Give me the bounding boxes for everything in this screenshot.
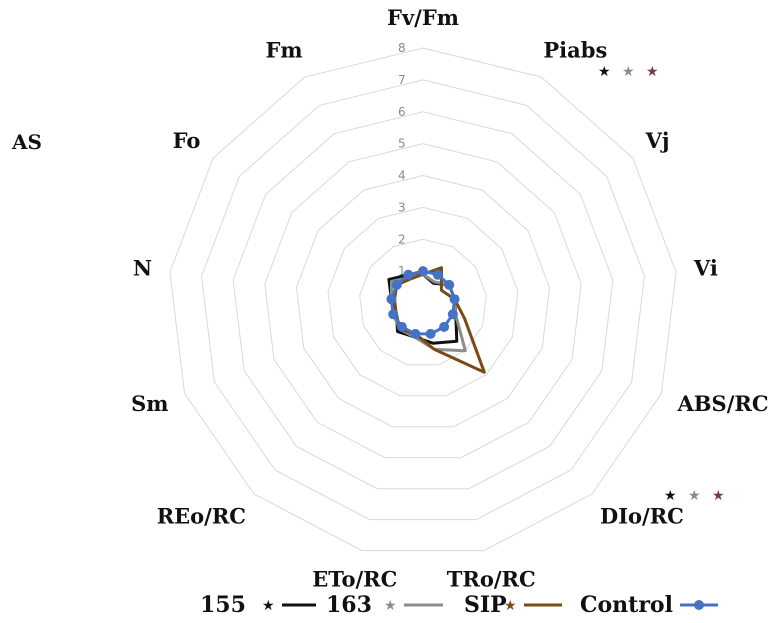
axis-label: Vi: [693, 256, 718, 281]
grid-ring-3: [327, 206, 519, 397]
tick-label: 4: [398, 169, 406, 183]
significance-star: ★: [664, 488, 677, 504]
significance-star: ★: [646, 64, 659, 80]
grid-ring-7: [200, 79, 646, 521]
axis-label: ETo/RC: [312, 567, 397, 592]
significance-markers: ★ ★ ★ ★ ★ ★: [598, 64, 725, 504]
axis-label: N: [133, 256, 152, 281]
control-point: [425, 328, 436, 339]
axis-label: Sm: [131, 391, 168, 416]
significance-star: ★: [598, 64, 611, 80]
legend-label-163: 163: [326, 592, 372, 618]
control-point: [388, 309, 399, 320]
control-point: [386, 294, 397, 305]
legend-label-control: Control: [580, 592, 673, 618]
tick-label: 7: [398, 73, 406, 87]
control-point: [447, 309, 458, 320]
control-point: [391, 279, 402, 290]
grid-ring-8: [169, 47, 677, 552]
legend-star-sip: ★: [504, 598, 517, 614]
legend-star-163: ★: [384, 598, 397, 614]
panel-label: AS: [11, 130, 42, 154]
legend-marker-control: [694, 600, 704, 610]
control-point: [403, 269, 414, 280]
tick-labels: 1 2 3 4 5 6 7 8: [398, 41, 406, 278]
axis-label: Piabs: [543, 38, 607, 63]
significance-star: ★: [712, 488, 725, 504]
axis-label: TRo/RC: [447, 567, 536, 592]
axis-label: Fo: [173, 128, 201, 153]
significance-star: ★: [622, 64, 635, 80]
grid-layer: [169, 47, 677, 552]
legend-star-155: ★: [262, 598, 275, 614]
tick-label: 6: [398, 105, 406, 119]
legend-label-sip: SIP: [464, 592, 507, 618]
control-point: [410, 328, 421, 339]
axis-label: ABS/RC: [677, 391, 769, 416]
control-point: [418, 266, 428, 277]
legend: 155 ★ 163 ★ SIP★ Control: [200, 592, 718, 618]
significance-star: ★: [688, 488, 701, 504]
control-point: [396, 321, 407, 332]
grid-ring-5: [264, 143, 582, 459]
axis-label: Fv/Fm: [387, 5, 459, 30]
axis-label: Fm: [265, 38, 302, 63]
grid-ring-2: [359, 238, 487, 366]
control-point: [439, 321, 450, 332]
axis-label: DIo/RC: [600, 503, 684, 528]
tick-label: 2: [398, 232, 406, 246]
control-point: [449, 294, 460, 305]
tick-label: 3: [398, 200, 406, 214]
tick-label: 5: [398, 137, 406, 151]
grid-ring-4: [295, 174, 551, 428]
series-layer: [386, 266, 486, 374]
axis-label: REo/RC: [157, 503, 246, 528]
tick-label: 8: [398, 41, 406, 55]
grid-ring-6: [232, 111, 614, 490]
axis-labels: Fv/Fm Piabs Vj Vi ABS/RC DIo/RC TRo/RC ETo/RC RE…: [131, 5, 768, 592]
control-point: [432, 269, 443, 280]
control-point: [444, 279, 455, 290]
legend-label-155: 155: [200, 592, 246, 618]
axis-label: Vj: [645, 128, 670, 153]
tick-label: 1: [398, 264, 406, 278]
